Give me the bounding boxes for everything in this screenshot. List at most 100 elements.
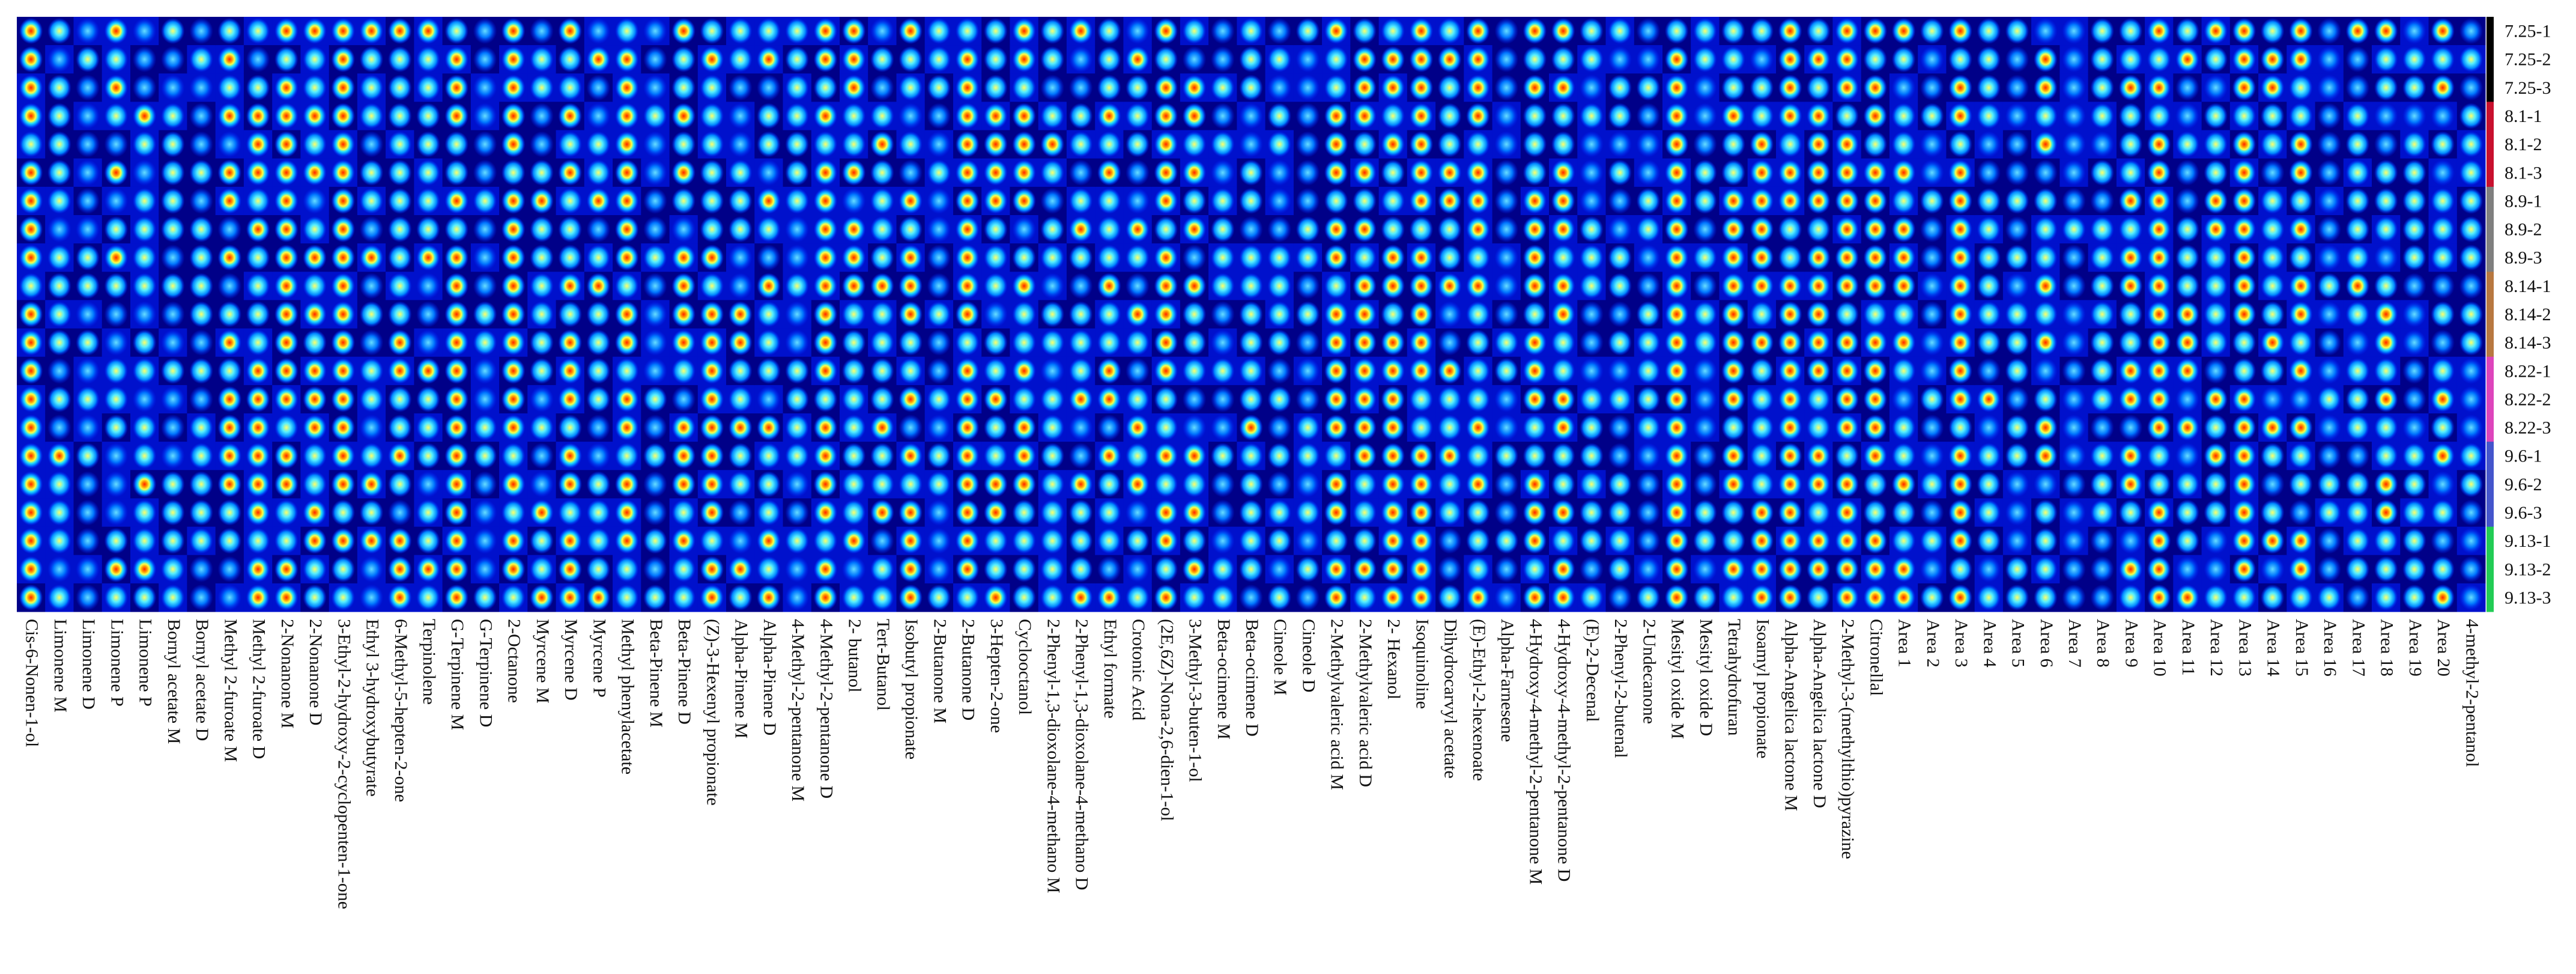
heatmap-spot (1523, 46, 1547, 73)
heatmap-spot (955, 443, 980, 469)
heatmap-spot (47, 245, 71, 271)
heatmap-spot (1523, 386, 1547, 413)
heatmap-spot (2204, 443, 2228, 469)
heatmap-spot (1721, 17, 1745, 44)
heatmap-spot (303, 386, 327, 413)
heatmap-spot (303, 528, 327, 554)
heatmap-spot (841, 584, 866, 611)
heatmap-spot (1409, 528, 1434, 554)
heatmap-spot (643, 329, 667, 356)
heatmap-spot (955, 159, 980, 186)
heatmap-spot (1267, 471, 1291, 498)
heatmap-spot (1097, 187, 1121, 215)
heatmap-spot (189, 216, 213, 243)
heatmap-spot (2431, 17, 2455, 44)
heatmap-spot (1580, 46, 1604, 73)
heatmap-spot (2289, 131, 2313, 157)
heatmap-spot (1721, 386, 1745, 413)
row-label: 7.25-1 (2505, 22, 2551, 41)
heatmap-spot (1977, 75, 2001, 101)
heatmap-spot (984, 216, 1008, 243)
heatmap-spot (899, 245, 923, 271)
heatmap-spot (1437, 443, 1462, 469)
heatmap-spot (2402, 471, 2426, 498)
heatmap-spot (2345, 17, 2370, 44)
heatmap-spot (728, 103, 753, 129)
heatmap-spot (1977, 528, 2001, 554)
heatmap-spot (444, 528, 468, 554)
heatmap-spot (1068, 159, 1093, 186)
heatmap-spot (1807, 301, 1831, 327)
heatmap-spot (2289, 414, 2313, 441)
heatmap-spot (1409, 499, 1434, 526)
heatmap-spot (757, 386, 781, 413)
heatmap-spot (586, 386, 611, 413)
heatmap-spot (331, 216, 356, 243)
heatmap-spot (671, 329, 696, 356)
heatmap-spot (1068, 75, 1093, 101)
heatmap-spot (1068, 584, 1093, 611)
heatmap-spot (1494, 273, 1518, 299)
heatmap-spot (1523, 471, 1547, 498)
heatmap-spot (530, 301, 554, 327)
heatmap-spot (501, 584, 526, 611)
heatmap-spot (2175, 301, 2199, 327)
row-label: 9.6-2 (2505, 475, 2542, 495)
heatmap-spot (1948, 528, 1972, 554)
heatmap-spot (1693, 273, 1717, 299)
heatmap-spot (1267, 273, 1291, 299)
heatmap-spot (1920, 584, 1944, 611)
heatmap-spot (2260, 301, 2285, 327)
heatmap-spot (388, 414, 412, 441)
heatmap-spot (1267, 358, 1291, 384)
heatmap-spot (1664, 528, 1689, 554)
heatmap-spot (1551, 75, 1575, 101)
heatmap-spot (1863, 245, 1888, 271)
heatmap-spot (2062, 301, 2086, 327)
heatmap-spot (1920, 75, 1944, 101)
heatmap-spot (899, 414, 923, 441)
heatmap-spot (1437, 556, 1462, 582)
heatmap-spot (2204, 273, 2228, 299)
heatmap-spot (2204, 159, 2228, 186)
heatmap-spot (2459, 386, 2484, 413)
heatmap-spot (274, 187, 299, 215)
heatmap-spot (2260, 17, 2285, 44)
heatmap-spot (161, 245, 185, 271)
heatmap-spot (1608, 358, 1632, 384)
heatmap-spot (899, 499, 923, 526)
heatmap-spot (1693, 103, 1717, 129)
heatmap-spot (2374, 386, 2398, 413)
heatmap-spot (2090, 358, 2114, 384)
heatmap-spot (359, 187, 384, 215)
heatmap-spot (2345, 471, 2370, 498)
column-label: Beta-ocimene D (1242, 619, 1262, 737)
heatmap-spot (2317, 159, 2341, 186)
heatmap-spot (501, 187, 526, 215)
heatmap-spot (1807, 103, 1831, 129)
heatmap-spot (19, 46, 43, 73)
heatmap-spot (1040, 584, 1065, 611)
heatmap-spot (1863, 216, 1888, 243)
heatmap-spot (1126, 216, 1150, 243)
row-group-swatch (2487, 243, 2494, 272)
heatmap-spot (1466, 75, 1490, 101)
heatmap-spot (1948, 75, 1972, 101)
heatmap-spot (1977, 584, 2001, 611)
heatmap-spot (1664, 443, 1689, 469)
heatmap-spot (984, 556, 1008, 582)
heatmap-spot (927, 329, 951, 356)
heatmap-spot (530, 414, 554, 441)
heatmap-spot (1580, 471, 1604, 498)
heatmap-spot (1750, 358, 1774, 384)
heatmap-spot (2118, 358, 2143, 384)
heatmap-spot (1267, 443, 1291, 469)
heatmap-spot (1040, 216, 1065, 243)
heatmap-spot (870, 46, 894, 73)
heatmap-spot (2204, 187, 2228, 215)
heatmap-spot (161, 584, 185, 611)
heatmap-spot (1891, 556, 1916, 582)
heatmap-spot (1154, 131, 1178, 157)
heatmap-spot (1948, 17, 1972, 44)
heatmap-spot (2431, 75, 2455, 101)
